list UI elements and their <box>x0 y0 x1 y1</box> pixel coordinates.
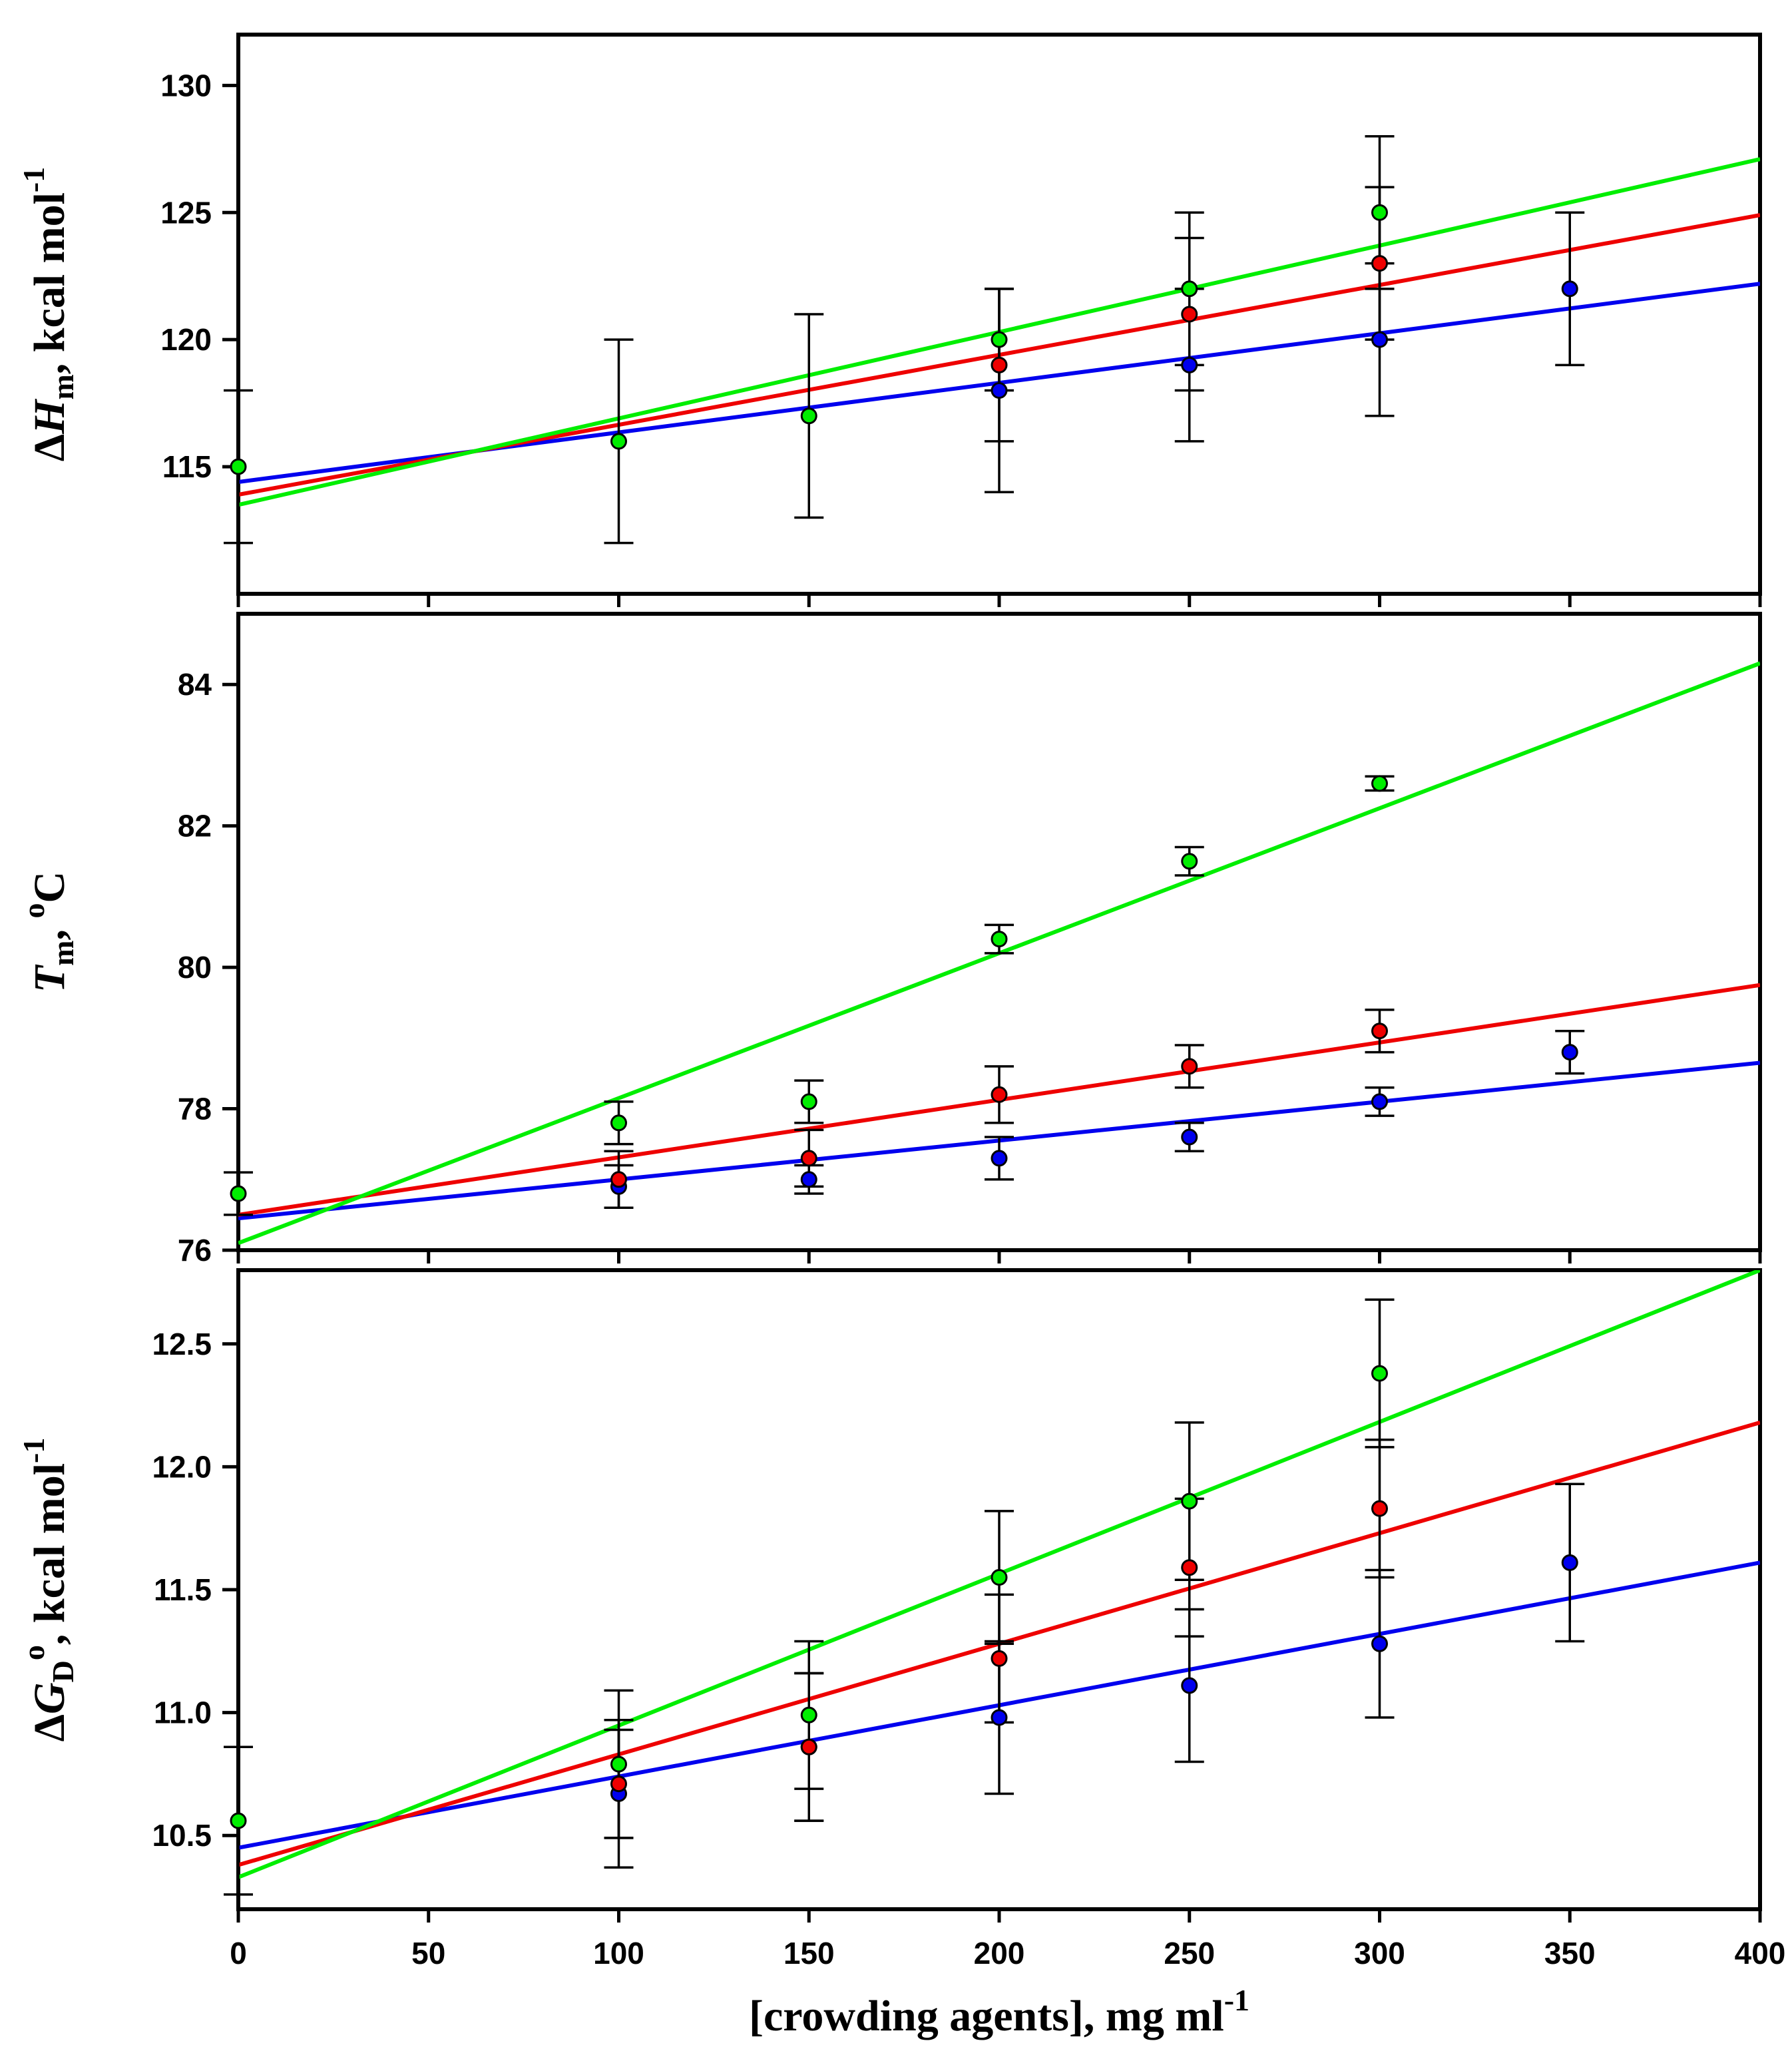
data-point-blue <box>1181 1677 1198 1694</box>
y-label-unit: C <box>25 871 74 903</box>
data-point-green <box>1371 775 1388 792</box>
data-point-green <box>800 407 817 425</box>
panel-top: 115 120 125 130 ΔHm, kcal mol-1 <box>17 33 1762 607</box>
y-label-suffix: , <box>25 919 74 941</box>
y-tick-label: 80 <box>178 950 212 985</box>
data-point-blue <box>991 1709 1008 1726</box>
data-point-red <box>1181 1058 1198 1075</box>
x-tick-label: 400 <box>1735 1936 1786 1970</box>
x-tick-label: 250 <box>1164 1936 1215 1970</box>
y-axis-label: Tm, oC <box>17 871 80 993</box>
x-label-main: [crowding agents], mg ml <box>749 1992 1224 2040</box>
data-point-green <box>610 1755 627 1773</box>
data-point-blue <box>991 382 1008 399</box>
data-point-green <box>1181 853 1198 870</box>
y-label-sup: -1 <box>17 167 51 192</box>
y-tick-label: 10.5 <box>152 1818 212 1853</box>
y-tick-label: 11.0 <box>154 1696 212 1730</box>
y-tick-label: 84 <box>178 667 212 702</box>
y-axis-label: ΔGDo, kcal mol-1 <box>17 1438 80 1742</box>
data-point-green <box>991 1569 1008 1586</box>
data-point-blue <box>1561 280 1578 298</box>
data-point-blue <box>1371 1635 1388 1652</box>
y-label-var: G <box>25 1682 74 1714</box>
y-label-prefix: Δ <box>25 1714 74 1741</box>
data-point-blue <box>1181 1128 1198 1146</box>
x-tick-label: 300 <box>1354 1936 1405 1970</box>
data-point-green <box>1181 1492 1198 1510</box>
data-point-red <box>610 1171 627 1188</box>
y-tick-label: 12.0 <box>152 1449 212 1484</box>
y-tick-label: 130 <box>160 68 212 103</box>
data-point-green <box>610 433 627 450</box>
y-axis-label: ΔHm, kcal mol-1 <box>17 167 80 462</box>
data-point-green <box>800 1706 817 1723</box>
data-point-green <box>230 458 247 475</box>
x-tick-label: 50 <box>411 1936 445 1970</box>
data-point-red <box>991 1650 1008 1667</box>
data-point-blue <box>800 1171 817 1188</box>
y-label-sub: D <box>46 1660 80 1682</box>
data-point-red <box>800 1738 817 1755</box>
y-label-deg: o <box>17 903 51 919</box>
y-label-sub: m <box>46 374 80 399</box>
data-point-green <box>1371 1365 1388 1382</box>
x-axis-label: [crowding agents], mg ml-1 <box>749 1983 1249 2040</box>
data-point-red <box>610 1775 627 1793</box>
data-point-red <box>800 1150 817 1167</box>
data-point-red <box>1371 1023 1388 1040</box>
data-point-red <box>991 1086 1008 1103</box>
y-tick-label: 76 <box>178 1233 212 1267</box>
data-point-blue <box>1371 1093 1388 1110</box>
x-tick-label: 100 <box>593 1936 644 1970</box>
y-label-suffix: , kcal mol <box>25 1463 74 1645</box>
y-label-sub: m <box>46 941 80 966</box>
data-point-green <box>610 1114 627 1132</box>
y-tick-label: 115 <box>162 449 212 484</box>
data-point-green <box>230 1812 247 1829</box>
y-tick-label: 120 <box>160 322 212 357</box>
data-point-green <box>1371 204 1388 221</box>
x-tick-label: 150 <box>784 1936 835 1970</box>
y-label-var: H <box>25 398 74 435</box>
data-point-red <box>1371 1500 1388 1517</box>
y-label-sup: -1 <box>17 1438 51 1463</box>
data-point-red <box>1371 255 1388 272</box>
data-point-red <box>1181 306 1198 323</box>
data-point-blue <box>991 1150 1008 1167</box>
y-label-suffix: , kcal mol <box>25 192 74 374</box>
data-point-green <box>800 1093 817 1110</box>
data-point-blue <box>1181 356 1198 373</box>
y-tick-label: 12.5 <box>152 1327 212 1361</box>
x-tick-label: 200 <box>974 1936 1025 1970</box>
panel-middle: 76 78 80 82 84 Tm, oC <box>17 612 1762 1267</box>
panel-bottom: 10.5 11.0 11.5 12.0 12.5 ΔGDo, kcal mol-1 <box>17 1268 1762 1923</box>
data-point-blue <box>1561 1554 1578 1571</box>
data-point-blue <box>1561 1044 1578 1061</box>
data-point-green <box>991 931 1008 948</box>
data-point-red <box>991 356 1008 373</box>
y-tick-label: 125 <box>160 195 212 230</box>
data-point-blue <box>1371 331 1388 348</box>
x-tick-label: 0 <box>230 1936 247 1970</box>
y-label-var: T <box>25 964 74 993</box>
data-point-green <box>230 1185 247 1202</box>
data-point-green <box>1181 280 1198 298</box>
data-point-green <box>991 331 1008 348</box>
y-tick-label: 78 <box>178 1092 212 1126</box>
y-label-prefix: Δ <box>25 434 74 461</box>
y-label-deg: o <box>17 1645 51 1660</box>
x-label-sup: -1 <box>1224 1983 1249 2017</box>
data-point-red <box>1181 1559 1198 1576</box>
x-tick-label: 350 <box>1544 1936 1596 1970</box>
y-tick-label: 82 <box>178 809 212 843</box>
y-tick-label: 11.5 <box>154 1572 212 1607</box>
